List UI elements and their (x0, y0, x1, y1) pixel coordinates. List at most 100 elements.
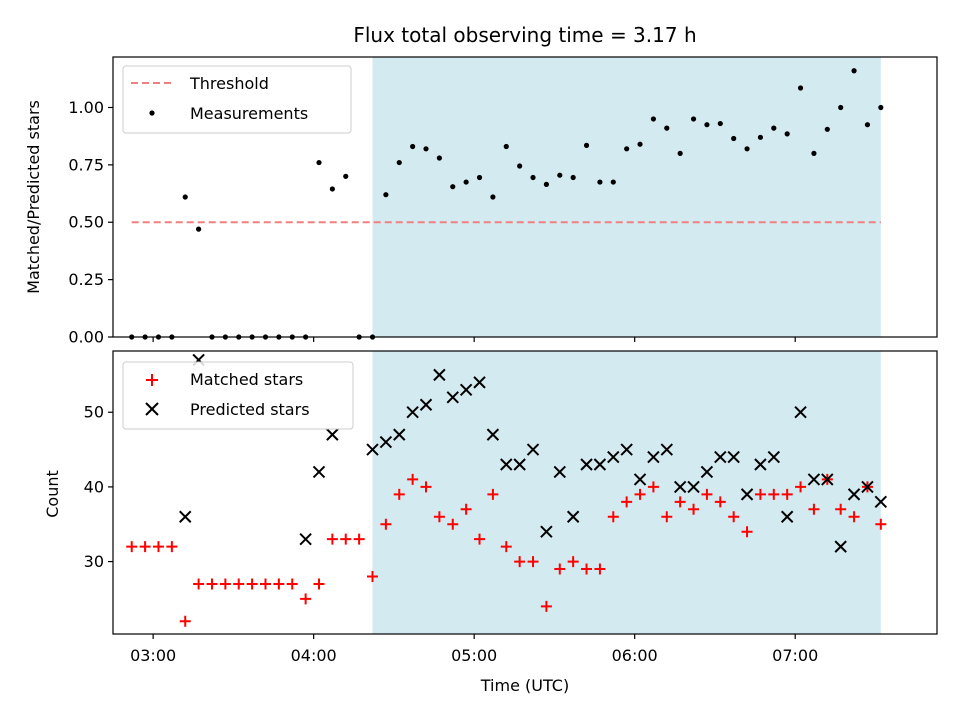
matched-stars-point (447, 518, 459, 530)
top-y-ticks: 0.00 0.25 0.50 0.75 1.00 (68, 98, 113, 347)
matched-stars-point (152, 541, 164, 553)
measurements-point (410, 143, 416, 150)
predicted-stars-legend-swatch (145, 402, 159, 416)
matched-stars-point (875, 518, 887, 530)
top-y-tick-label: 0.75 (68, 155, 104, 174)
bottom-y-axis-label: Count (43, 470, 62, 518)
matched-stars-point (607, 511, 619, 523)
matched-stars-point (647, 481, 659, 493)
top-y-tick-label: 0.50 (68, 213, 104, 232)
top-x-ticks (152, 337, 796, 342)
bottom-legend-box (122, 361, 354, 430)
x-tick-label: 06:00 (612, 646, 658, 665)
bottom-y-ticks: 30 40 50 (84, 403, 113, 571)
measurements-point (731, 135, 737, 142)
measurements-point (771, 125, 777, 131)
matched-stars-point (474, 533, 486, 545)
predicted-stars-point (500, 458, 513, 471)
bottom-legend: Matched stars Predicted stars (122, 361, 354, 430)
predicted-stars-point (874, 495, 888, 509)
predicted-stars-point (847, 488, 861, 501)
matched-stars-point (460, 503, 472, 515)
top-legend-box (122, 65, 352, 134)
predicted-stars-legend-label: Predicted stars (190, 400, 310, 419)
top-y-tick-label: 0.00 (68, 328, 104, 347)
measurements-point (757, 134, 764, 140)
matched-stars-point (433, 511, 445, 523)
matched-stars-point (527, 556, 539, 568)
measurements-point (423, 146, 429, 152)
predicted-stars-point (379, 435, 393, 449)
matched-stars-point (688, 503, 700, 515)
matched-stars-point (500, 541, 512, 553)
bottom-y-tick-label: 30 (84, 552, 104, 571)
matched-stars-point (380, 518, 392, 530)
predicted-stars-point (794, 406, 807, 419)
measurements-point (557, 172, 563, 178)
bottom-shaded-span (372, 351, 881, 634)
matched-stars-point (554, 563, 566, 575)
top-legend: Threshold Measurements (122, 65, 352, 134)
top-panel-marks (129, 68, 884, 340)
matched-stars-point (246, 578, 258, 590)
x-tick-label: 05:00 (451, 646, 497, 665)
matched-stars-point (393, 488, 405, 500)
matched-stars-point (728, 511, 740, 523)
matched-stars-point (300, 593, 312, 605)
matched-stars-point (420, 481, 432, 493)
predicted-stars-point (433, 368, 446, 382)
predicted-stars-point (473, 376, 486, 389)
top-shaded-span (372, 57, 881, 337)
predicted-stars-point (727, 450, 740, 464)
predicted-stars-point (312, 465, 326, 479)
predicted-stars-point (513, 458, 526, 471)
predicted-stars-point (754, 458, 767, 471)
measurements-point (811, 150, 817, 156)
predicted-stars-point (834, 540, 847, 553)
matched-stars-point (594, 563, 606, 575)
predicted-stars-point (366, 443, 379, 456)
matched-stars-point (581, 563, 593, 575)
bottom-y-tick-label: 50 (84, 403, 104, 422)
matched-stars-point (179, 615, 191, 627)
predicted-stars-point (687, 480, 700, 494)
measurements-point (650, 116, 657, 122)
matched-stars-point (340, 533, 352, 545)
predicted-stars-point (486, 428, 500, 441)
matched-stars-point (126, 541, 138, 553)
predicted-stars-point (593, 458, 607, 471)
predicted-stars-point (807, 473, 821, 486)
bottom-x-ticks: 03:00 04:00 05:00 06:00 07:00 (130, 634, 818, 665)
predicted-stars-point (767, 450, 781, 464)
predicted-stars-point (553, 465, 566, 479)
predicted-stars-point (526, 443, 540, 456)
measurements-point (878, 104, 884, 111)
matched-stars-point (741, 526, 753, 538)
matched-stars-point (621, 496, 633, 508)
measurements-point (704, 122, 710, 128)
measurements-point (196, 226, 202, 232)
measurements-point (383, 192, 389, 198)
predicted-stars-point (780, 510, 794, 523)
measurements-point (182, 194, 188, 200)
matched-stars-point (233, 578, 245, 590)
predicted-stars-point (714, 450, 727, 464)
measurements-point (517, 163, 523, 169)
matched-stars-point (540, 600, 552, 612)
predicted-stars-point (179, 510, 192, 523)
measurements-point (610, 179, 616, 185)
measurements-point (797, 85, 804, 91)
predicted-stars-point (861, 480, 874, 494)
chart-title: Flux total observing time = 3.17 h (353, 23, 696, 47)
predicted-stars-point (326, 428, 339, 441)
measurements-point (824, 126, 830, 132)
matched-stars-point (206, 578, 218, 590)
predicted-stars-point (393, 428, 406, 441)
x-tick-label: 04:00 (291, 646, 337, 665)
measurements-point (864, 122, 871, 128)
predicted-stars-point (673, 480, 687, 494)
matched-stars-point (407, 473, 419, 485)
measurements-point (583, 142, 590, 148)
matched-stars-point (193, 578, 205, 590)
